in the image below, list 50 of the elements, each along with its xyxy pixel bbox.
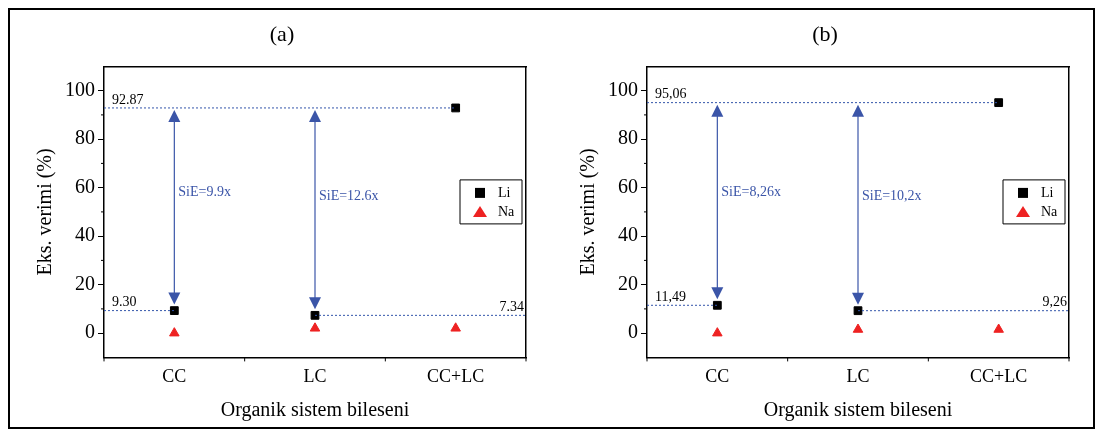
point (712, 327, 723, 337)
legend-label: Na (498, 203, 516, 219)
x-tick-label: CC (162, 365, 187, 386)
y-tick-label: 100 (608, 77, 638, 100)
y-tick-label: 60 (618, 174, 638, 197)
y-tick-label: 0 (85, 320, 95, 343)
legend-label: Na (1041, 203, 1059, 219)
y-tick-label: 40 (618, 223, 638, 246)
x-tick-label: CC (705, 365, 730, 386)
point (853, 306, 863, 316)
y-axis-title: Eks. verimi (%) (576, 148, 600, 276)
y-tick-label: 40 (75, 223, 95, 246)
annotation: SiE=12.6x (319, 187, 379, 203)
point (450, 322, 461, 332)
y-tick-label: 20 (618, 271, 638, 294)
ref-line-label: 92.87 (112, 91, 144, 107)
annotation: SiE=10,2x (862, 187, 922, 203)
x-tick-label: LC (303, 365, 327, 386)
point (169, 327, 180, 337)
x-tick-label: CC+LC (970, 365, 1028, 386)
y-tick-label: 80 (75, 126, 95, 149)
chart-title: (a) (269, 20, 295, 46)
ref-line-label: 9.30 (112, 294, 137, 310)
x-tick-label: CC+LC (427, 365, 485, 386)
x-tick-label: LC (846, 365, 870, 386)
point (994, 98, 1004, 108)
legend-label: Li (1041, 184, 1054, 200)
point (852, 323, 864, 333)
point (310, 310, 320, 320)
chart-title: (b) (812, 20, 838, 46)
y-tick-label: 60 (75, 174, 95, 197)
y-axis-title: Eks. verimi (%) (33, 148, 57, 276)
y-tick-label: 20 (75, 271, 95, 294)
annotation: SiE=8,26x (721, 183, 781, 199)
y-tick-label: 0 (628, 320, 638, 343)
ref-line-label: 9,26 (1042, 294, 1067, 310)
point (993, 323, 1004, 333)
annotation: SiE=9.9x (178, 183, 231, 199)
point (169, 306, 179, 315)
ref-line-label: 7.34 (499, 299, 524, 315)
point (309, 322, 321, 332)
point (712, 300, 722, 310)
x-axis-title: Organik sistem bileseni (220, 398, 410, 422)
y-tick-label: 100 (65, 77, 95, 100)
ref-line-label: 95,06 (655, 86, 687, 102)
point (451, 103, 461, 113)
ref-line-label: 11,49 (655, 288, 686, 304)
legend-label: Li (498, 184, 511, 200)
x-axis-title: Organik sistem bileseni (763, 398, 953, 422)
y-tick-label: 80 (618, 126, 638, 149)
